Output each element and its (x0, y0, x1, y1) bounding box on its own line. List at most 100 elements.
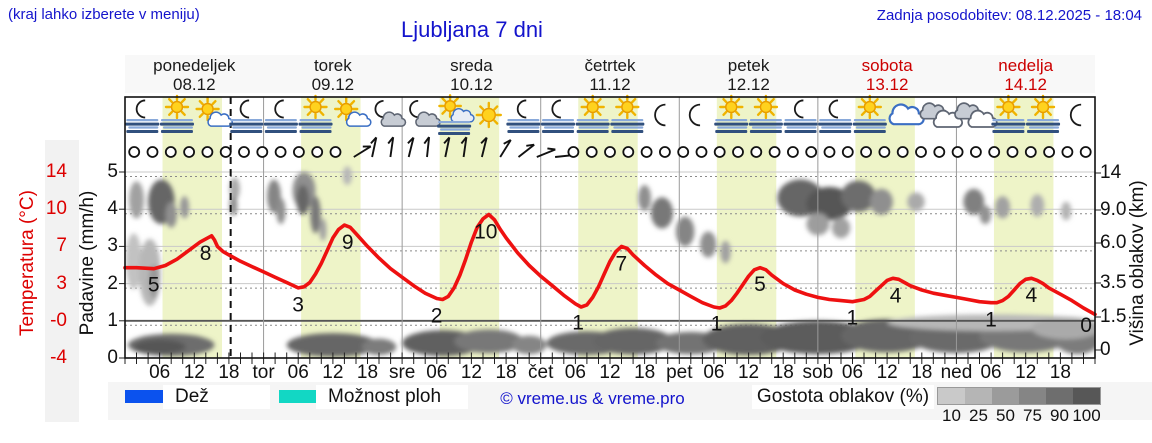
rain-legend-label: Dež (163, 385, 270, 409)
temperature-value-labels: 5 8 3 9 2 10 1 7 1 5 1 4 1 4 0 (148, 221, 1092, 338)
day-header: torek 09.12 (263, 56, 402, 94)
precip-tick: 1 (107, 309, 118, 331)
day-name: ponedeljek (153, 56, 236, 75)
wind-barb-icon (443, 136, 451, 158)
no-precip-circle-icon (201, 146, 214, 158)
wind-barb-icon (423, 136, 431, 158)
x-day-label: sre (388, 362, 416, 383)
cloud-height-tick: 6.0 (1100, 232, 1127, 253)
no-precip-circle-icon (622, 146, 635, 158)
no-precip-circle-icon (713, 146, 726, 158)
x-day-label: tor (252, 362, 275, 383)
x-hour-label: 06 (426, 362, 448, 383)
no-precip-circle-icon (860, 146, 872, 158)
no-precip-circle-icon (750, 146, 763, 158)
day-header: nedelja 14.12 (956, 56, 1095, 94)
day-name: petek (727, 56, 770, 75)
no-precip-circle-icon (805, 146, 818, 158)
cloud-density-tick: 90 (1050, 406, 1069, 425)
no-precip-circle-icon (677, 146, 690, 158)
x-hour-label: 18 (218, 362, 240, 383)
cloud-density-step (965, 388, 992, 404)
day-header: petek 12.12 (679, 56, 818, 94)
temp-tick: 10 (45, 198, 67, 220)
cloud-density-legend-label: Gostota oblakov (%) (752, 385, 934, 409)
svg-text:5: 5 (148, 274, 160, 297)
x-hour-label: 12 (737, 362, 760, 383)
no-precip-circle-icon (732, 146, 744, 158)
copyright-link[interactable]: © vreme.us & vreme.pro (500, 389, 685, 408)
no-precip-circle-icon (1061, 146, 1074, 158)
rain-legend-swatch (125, 390, 164, 403)
cloud-height-tick: 3.5 (1100, 272, 1127, 293)
no-precip-circle-icon (128, 146, 141, 158)
day-header-strip (125, 55, 1095, 93)
cloud-height-tick: 0 (1100, 339, 1111, 360)
precip-tick: 2 (107, 272, 118, 294)
svg-text:9: 9 (342, 231, 354, 254)
no-precip-circle-icon (841, 146, 854, 158)
day-header: četrtek 11.12 (541, 56, 680, 94)
wind-barb-icon (460, 136, 468, 158)
x-hour-label: 18 (634, 362, 656, 383)
x-hour-label: 06 (980, 362, 1002, 383)
svg-text:0: 0 (1080, 314, 1092, 337)
temp-tick: 7 (56, 235, 67, 257)
day-date: 11.12 (589, 75, 631, 94)
precip-tick: 3 (107, 235, 118, 257)
no-precip-circle-icon (695, 146, 708, 158)
day-name: nedelja (998, 56, 1054, 75)
x-hour-label: 06 (703, 362, 725, 383)
no-precip-circle-icon (878, 146, 891, 158)
daylight-bands (162, 97, 1054, 358)
showers-legend-swatch (279, 390, 318, 403)
no-precip-circle-icon (183, 146, 196, 158)
cloud-density-tick: 25 (969, 406, 988, 425)
wind-barb-icon (387, 136, 395, 158)
no-precip-circle-icon (567, 146, 580, 158)
day-name: torek (313, 56, 352, 75)
no-precip-circle-icon (896, 146, 909, 158)
no-precip-circle-icon (787, 146, 799, 158)
temp-tick: 14 (45, 161, 67, 182)
no-precip-circle-icon (988, 146, 1001, 158)
svg-text:5: 5 (754, 273, 766, 296)
wind-barb-icon (353, 145, 372, 158)
day-header: ponedeljek 08.12 (125, 56, 264, 94)
svg-text:10: 10 (474, 221, 497, 244)
svg-text:8: 8 (200, 242, 212, 265)
wind-barb-icon (517, 143, 535, 158)
day-date: 12.12 (727, 75, 770, 94)
cloud-density-tick: 10 (942, 406, 961, 425)
weather-icons (125, 94, 1082, 135)
x-day-label: sob (802, 362, 834, 383)
no-precip-circle-icon (146, 146, 159, 158)
cloud-density-step (992, 388, 1019, 404)
no-precip-circle-icon (1024, 146, 1037, 158)
svg-text:4: 4 (1026, 284, 1038, 307)
x-hour-label: 12 (183, 362, 205, 383)
svg-text:7: 7 (616, 253, 628, 276)
no-precip-circle-icon (311, 146, 324, 158)
wind-barb-icon (370, 136, 378, 158)
day-name: sreda (450, 56, 493, 75)
cloud-height-tick: 9.0 (1100, 199, 1127, 220)
wind-barb-icon (536, 147, 556, 158)
day-header: sobota 13.12 (818, 56, 957, 94)
temp-tick: 3 (56, 272, 67, 294)
precip-tick: 4 (107, 198, 118, 220)
day-date: 10.12 (450, 75, 493, 94)
no-precip-circle-icon (970, 146, 982, 158)
cloud-density-scale (937, 387, 1101, 405)
wind-barb-icon (407, 136, 415, 158)
no-precip-circle-icon (659, 146, 671, 158)
no-precip-circle-icon (640, 146, 653, 158)
no-precip-circle-icon (768, 146, 781, 158)
no-precip-circle-icon (292, 146, 305, 158)
no-precip-circle-icon (1079, 146, 1092, 158)
temp-tick: -0 (50, 309, 67, 331)
day-date: 09.12 (311, 75, 355, 94)
x-day-label: ned (940, 362, 973, 383)
